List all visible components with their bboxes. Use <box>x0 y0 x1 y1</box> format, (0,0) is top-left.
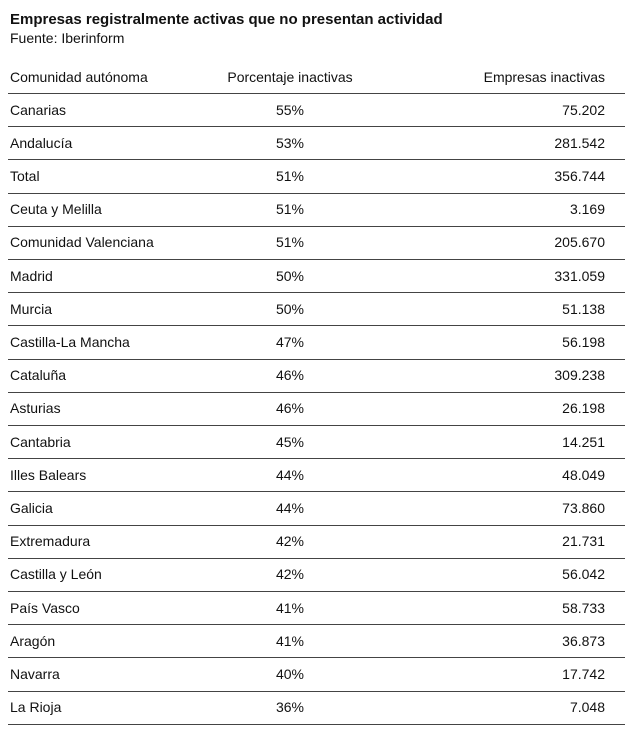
cell: 51.138 <box>562 300 605 317</box>
cell: 14.251 <box>562 433 605 450</box>
cell: País Vasco <box>10 599 80 616</box>
row-divider <box>8 325 625 327</box>
cell: 51% <box>275 168 305 184</box>
cell: Illes Balears <box>10 466 87 483</box>
cell: 309.238 <box>554 367 605 384</box>
cell: 56.198 <box>562 334 605 350</box>
cell: Andalucía <box>10 134 73 151</box>
cell: 40% <box>275 666 305 682</box>
cell: 51% <box>275 234 305 251</box>
cell: 44% <box>275 500 305 516</box>
cell: 44% <box>275 466 305 483</box>
cell: Asturias <box>10 400 61 417</box>
cell: 53% <box>275 134 305 151</box>
cell: Navarra <box>10 666 60 682</box>
cell: 51% <box>275 201 305 218</box>
row-divider <box>8 159 625 161</box>
cell: 42% <box>275 533 305 550</box>
row-divider <box>8 624 625 626</box>
row-divider <box>8 458 625 460</box>
cell: Castilla-La Mancha <box>10 334 130 350</box>
cell: Castilla y León <box>10 566 102 583</box>
cell: 205.670 <box>554 234 605 251</box>
cell: 75.202 <box>562 101 605 118</box>
cell: Galicia <box>10 500 53 516</box>
cell: 7.048 <box>569 699 605 716</box>
row-divider <box>8 690 625 692</box>
row-divider <box>8 93 625 94</box>
cell: 47% <box>275 334 305 350</box>
row-divider <box>8 591 625 592</box>
row-divider <box>8 524 625 526</box>
column-header: Porcentaje inactivas <box>227 69 353 85</box>
cell: Madrid <box>10 267 53 284</box>
title: Empresas registralmente activas que no p… <box>10 11 443 28</box>
cell: 50% <box>275 267 305 284</box>
cell: 21.731 <box>562 533 605 550</box>
cell: Aragón <box>10 632 56 649</box>
cell: La Rioja <box>10 699 62 716</box>
cell: 331.059 <box>554 267 605 284</box>
row-divider <box>8 358 625 360</box>
cell: 26.198 <box>562 400 605 417</box>
cell: Extremadura <box>10 533 91 550</box>
cell: 48.049 <box>562 466 605 483</box>
cell: 56.042 <box>562 566 605 583</box>
cell: 46% <box>275 400 305 417</box>
cell: 36.873 <box>562 632 605 649</box>
cell: 41% <box>275 632 305 649</box>
cell: 36% <box>275 699 305 716</box>
row-divider <box>8 259 625 260</box>
source: Fuente: Iberinform <box>10 30 125 46</box>
cell: 281.542 <box>554 134 605 151</box>
cell: 58.733 <box>562 599 605 616</box>
row-divider <box>8 425 625 426</box>
row-divider <box>8 391 625 393</box>
cell: 45% <box>275 433 305 450</box>
row-divider <box>8 225 625 227</box>
cell: 42% <box>275 566 305 583</box>
row-divider <box>8 723 625 725</box>
row-divider <box>8 657 625 659</box>
cell: 41% <box>275 599 305 616</box>
cell: Cantabria <box>10 433 71 450</box>
cell: Cataluña <box>10 367 67 384</box>
column-header: Empresas inactivas <box>483 69 605 85</box>
cell: 55% <box>275 101 305 118</box>
row-divider <box>8 557 625 559</box>
cell: 17.742 <box>562 666 605 682</box>
row-divider <box>8 491 625 493</box>
cell: 356.744 <box>554 168 605 184</box>
cell: Ceuta y Melilla <box>10 201 102 218</box>
row-divider <box>8 192 625 194</box>
cell: Canarias <box>10 101 67 118</box>
cell: 3.169 <box>569 201 605 218</box>
cell: 46% <box>275 367 305 384</box>
column-header: Comunidad autónoma <box>10 69 148 85</box>
cell: Murcia <box>10 300 53 317</box>
cell: Total <box>10 168 40 184</box>
cell: Comunidad Valenciana <box>10 234 154 251</box>
row-divider <box>8 126 625 128</box>
row-divider <box>8 292 625 294</box>
cell: 50% <box>275 300 305 317</box>
cell: 73.860 <box>562 500 605 516</box>
